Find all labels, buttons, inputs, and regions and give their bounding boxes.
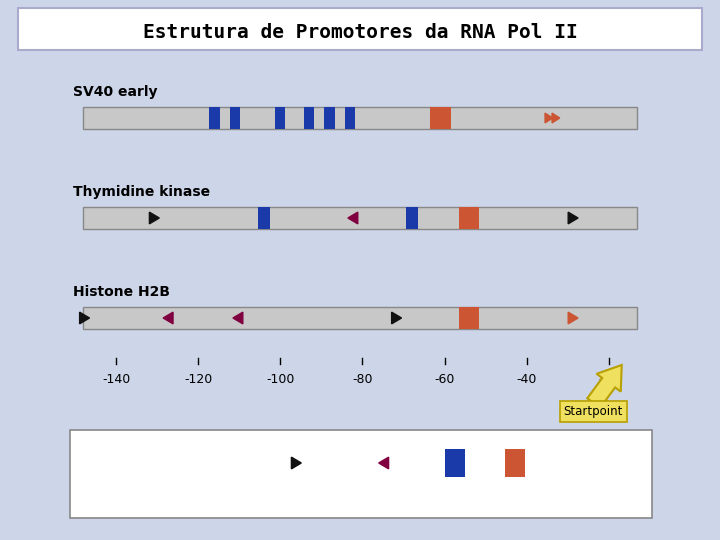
Bar: [445, 449, 465, 477]
Bar: [84, 107, 637, 129]
Text: -60: -60: [434, 373, 455, 386]
Text: Thymidine kinase: Thymidine kinase: [73, 185, 210, 199]
FancyBboxPatch shape: [70, 430, 652, 518]
Bar: [210, 107, 220, 129]
Text: Histone H2B: Histone H2B: [73, 285, 170, 299]
Bar: [230, 107, 240, 129]
Text: Estrutura de Promotores da RNA Pol II: Estrutura de Promotores da RNA Pol II: [143, 23, 577, 42]
Polygon shape: [568, 312, 578, 324]
Bar: [258, 207, 270, 229]
Text: -20: -20: [598, 373, 619, 386]
Text: -140: -140: [102, 373, 130, 386]
Polygon shape: [233, 312, 243, 324]
Polygon shape: [80, 312, 89, 324]
Polygon shape: [552, 113, 559, 123]
Bar: [430, 107, 451, 129]
Bar: [84, 307, 637, 329]
Bar: [505, 449, 525, 477]
Text: Startpoint: Startpoint: [564, 405, 623, 418]
Polygon shape: [379, 457, 389, 469]
Text: TATA: TATA: [500, 488, 530, 501]
Bar: [459, 307, 480, 329]
Bar: [405, 207, 418, 229]
Polygon shape: [163, 312, 173, 324]
Polygon shape: [392, 312, 402, 324]
Text: SV40 early: SV40 early: [73, 85, 158, 99]
Polygon shape: [150, 212, 159, 224]
Bar: [304, 107, 314, 129]
Bar: [345, 107, 355, 129]
Text: Octamer: Octamer: [268, 488, 323, 501]
Text: -120: -120: [184, 373, 212, 386]
Bar: [84, 207, 637, 229]
Text: -100: -100: [266, 373, 294, 386]
Text: CAAT: CAAT: [369, 488, 402, 501]
Polygon shape: [568, 212, 578, 224]
Polygon shape: [292, 457, 301, 469]
Polygon shape: [348, 212, 358, 224]
Text: -40: -40: [516, 373, 537, 386]
FancyBboxPatch shape: [18, 8, 702, 50]
Text: -80: -80: [352, 373, 373, 386]
Bar: [325, 107, 335, 129]
Text: GC: GC: [446, 488, 464, 501]
Bar: [459, 207, 480, 229]
Text: Types of module: Types of module: [103, 471, 217, 484]
Polygon shape: [545, 113, 553, 123]
FancyArrow shape: [588, 365, 622, 408]
Bar: [275, 107, 285, 129]
